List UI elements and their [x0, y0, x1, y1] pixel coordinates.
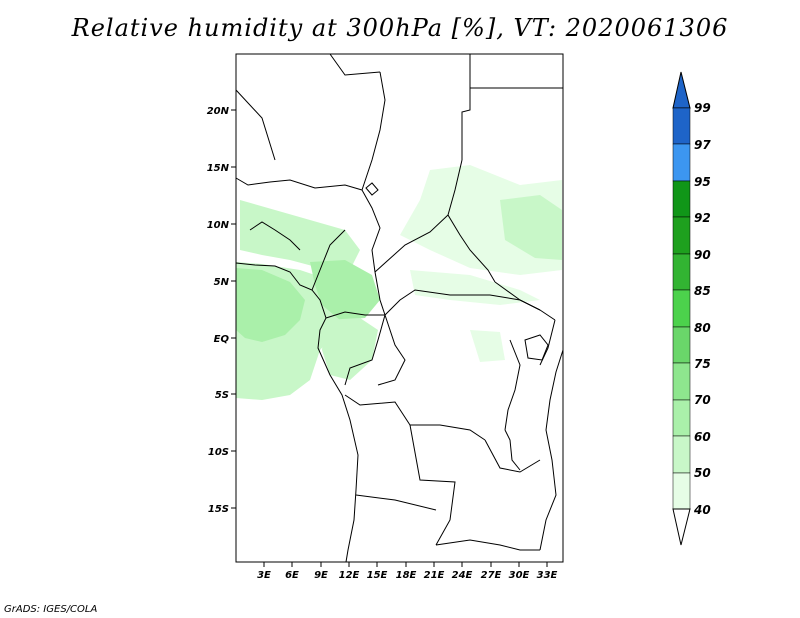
colorbar-top-arrow [672, 71, 691, 109]
colorbar-segment [672, 326, 691, 364]
border-zambia-tanzania [484, 439, 541, 473]
colorbar-segment [672, 435, 691, 474]
colorbar-label: 75 [694, 357, 711, 371]
colorbar-label: 92 [694, 211, 711, 225]
lat-axis: 20N 15N 10N 5N EQ 5S 10S 15S [207, 106, 236, 515]
lat-tick-label: 15N [207, 163, 230, 174]
colorbar-segment [672, 362, 691, 401]
border-chad-libya [361, 71, 386, 191]
colorbar-label: 99 [694, 101, 711, 115]
lon-tick-label: 21E [424, 570, 445, 581]
lon-tick-label: 3E [257, 570, 271, 581]
colorbar-segment [672, 472, 691, 510]
lat-tick-label: 5N [214, 277, 230, 288]
border-botswana [435, 539, 540, 551]
lat-tick-label: 20N [207, 106, 230, 117]
lat-tick-label: EQ [214, 334, 230, 345]
humidity-area-west-core [236, 268, 305, 342]
lon-tick-label: 6E [285, 570, 299, 581]
lat-tick-label: 10S [208, 447, 229, 458]
colorbar-label: 60 [694, 430, 711, 444]
border-cameroon-nigeria [311, 229, 346, 291]
border-angola-namibia [355, 494, 437, 511]
border-congo-gabon [325, 311, 386, 386]
border-drc-angola [344, 394, 486, 441]
lon-tick-label: 18E [396, 570, 417, 581]
colorbar-bottom-arrow [672, 508, 691, 546]
border-cameroon-car [374, 271, 386, 316]
humidity-area-cameroon [310, 260, 380, 320]
border-niger-north [235, 89, 276, 161]
border-east-rift [504, 339, 521, 431]
colorbar-segment [672, 216, 691, 255]
humidity-area-gabon [322, 318, 378, 380]
colorbar-segment [672, 289, 691, 328]
humidity-area-lake [470, 330, 505, 362]
lat-tick-label: 15S [208, 504, 229, 515]
colorbar-label: 97 [694, 138, 711, 152]
border-south-sudan-uganda [494, 281, 556, 321]
lake-victoria [524, 334, 549, 361]
lon-tick-label: 33E [537, 570, 558, 581]
lon-tick-label: 30E [509, 570, 530, 581]
lon-tick-label: 24E [452, 570, 473, 581]
lon-axis: 3E 6E 9E 12E 15E 18E 21E 24E 27E 30E 33E [257, 562, 558, 581]
coastline-west-africa [235, 262, 359, 563]
colorbar-segment [672, 253, 691, 291]
map-title: Relative humidity at 300hPa [%], VT: 202… [71, 14, 729, 42]
border-chad-nigeria [361, 189, 381, 273]
humidity-area-nigeria [240, 200, 360, 270]
country-borders [235, 53, 564, 563]
grads-credit: GrADS: IGES/COLA [4, 604, 98, 615]
colorbar-label: 95 [694, 175, 711, 189]
colorbar-segment [672, 143, 691, 182]
border-angola-zambia [409, 424, 456, 546]
colorbar-label: 40 [693, 503, 711, 517]
border-car-north [374, 214, 449, 273]
map-frame [235, 53, 564, 563]
lat-tick-label: 10N [207, 220, 230, 231]
colorbar-label: 70 [694, 393, 711, 407]
border-west-coast-inland [249, 221, 301, 251]
colorbar-label: 90 [694, 248, 711, 262]
humidity-field [236, 165, 562, 400]
coastline-east-africa [539, 349, 564, 551]
colorbar-segment [672, 399, 691, 437]
lake-chad [365, 182, 379, 196]
border-chad-sudan [447, 159, 496, 283]
lat-tick-label: 5S [215, 390, 229, 401]
colorbar-label: 85 [694, 284, 711, 298]
lon-tick-label: 12E [339, 570, 360, 581]
border-mali-niger [235, 177, 363, 191]
colorbar-label: 80 [694, 321, 711, 335]
lon-tick-label: 15E [367, 570, 388, 581]
humidity-area-sudan [500, 195, 562, 260]
border-lake-tanganyika [504, 429, 521, 471]
humidity-area-car [410, 270, 540, 305]
border-egypt-sudan [461, 54, 471, 160]
lon-tick-label: 9E [314, 570, 328, 581]
lon-tick-label: 27E [481, 570, 502, 581]
colorbar-segment [672, 107, 691, 145]
border-libya-algeria [329, 53, 381, 76]
border-drc-congo [377, 314, 406, 386]
colorbar-label: 50 [694, 466, 711, 480]
colorbar-segment [672, 180, 691, 218]
colorbar: 99 97 95 92 90 85 80 75 70 60 50 40 [672, 71, 711, 546]
